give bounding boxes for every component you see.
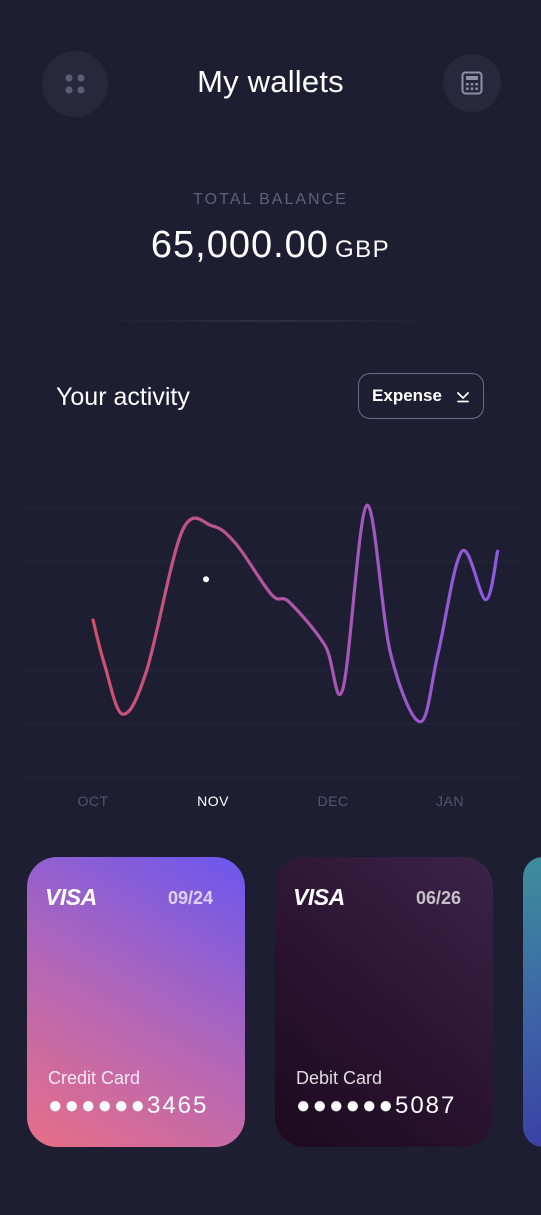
credit-card[interactable]: VISA 09/24 Credit Card ●●●●●●3465 xyxy=(27,857,245,1147)
card-number: ●●●●●●5087 xyxy=(296,1092,457,1119)
calculator-button[interactable] xyxy=(443,54,501,112)
total-balance: 65,000.00 GBP xyxy=(0,224,541,267)
card-type: Credit Card xyxy=(48,1068,141,1088)
filter-label: Expense xyxy=(372,386,442,405)
chevron-down-icon xyxy=(457,392,469,403)
next-card-peek[interactable] xyxy=(523,857,541,1147)
month-label-dec[interactable]: DEC xyxy=(317,793,349,809)
card-type: Debit Card xyxy=(296,1068,383,1088)
activity-chart[interactable] xyxy=(0,440,541,790)
page-title: My wallets xyxy=(197,64,344,99)
menu-button[interactable] xyxy=(42,51,108,117)
card-number: ●●●●●●3465 xyxy=(48,1092,209,1119)
chart-grid xyxy=(20,450,521,785)
total-balance-label: TOTAL BALANCE xyxy=(193,191,348,208)
apps-grid-icon xyxy=(65,74,85,94)
activity-title: Your activity xyxy=(56,383,190,411)
month-label-oct[interactable]: OCT xyxy=(77,793,109,809)
expense-filter-dropdown[interactable]: Expense xyxy=(358,373,484,419)
card-expiry: 09/24 xyxy=(167,888,213,908)
chart-selected-point[interactable] xyxy=(201,574,212,585)
month-label-nov[interactable]: NOV xyxy=(197,793,229,809)
chart-series-line xyxy=(91,503,500,724)
calculator-icon xyxy=(461,71,483,95)
card-expiry: 06/26 xyxy=(415,888,461,908)
divider xyxy=(100,320,441,322)
visa-logo: VISA xyxy=(293,884,345,910)
balance-currency: GBP xyxy=(334,236,391,263)
balance-amount: 65,000.00 xyxy=(150,224,329,266)
month-label-jan[interactable]: JAN xyxy=(436,793,464,809)
debit-card[interactable]: VISA 06/26 Debit Card ●●●●●●5087 xyxy=(275,857,493,1147)
visa-logo: VISA xyxy=(45,884,97,910)
